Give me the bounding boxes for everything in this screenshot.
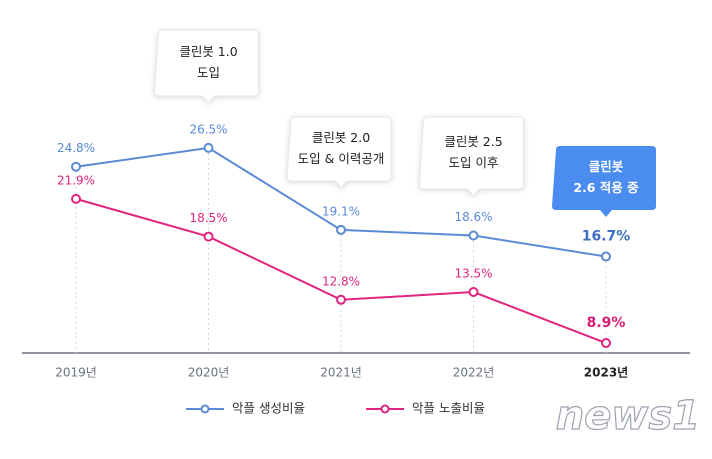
callout: 클린봇 2.5 도입 이후 (418, 116, 524, 197)
legend-label: 악플 노출비율 (412, 401, 485, 416)
callout-text: 클린봇 2.5 (444, 134, 502, 149)
data-label: 18.6% (454, 210, 492, 224)
callout-box (153, 29, 259, 104)
data-point (203, 142, 214, 153)
x-tick-label: 2020년 (188, 366, 230, 380)
data-label: 19.1% (322, 204, 360, 218)
callout-text: 도입 (197, 65, 220, 80)
data-point (468, 287, 479, 298)
callout-box (286, 116, 392, 189)
data-label: 8.9% (587, 315, 626, 331)
callout-box (418, 116, 524, 197)
x-tick-label: 2019년 (55, 366, 97, 380)
x-tick-label: 2023년 (584, 366, 628, 380)
callout-text: 도입 & 이력공개 (298, 151, 385, 166)
legend-marker (380, 404, 390, 414)
callout-text: 클린봇 1.0 (179, 44, 237, 59)
data-label: 21.9% (57, 173, 95, 187)
data-label: 13.5% (454, 267, 492, 281)
callout: 클린봇 2.6 적용 중 (552, 146, 656, 217)
data-label: 24.8% (57, 141, 95, 155)
x-tick-label: 2022년 (453, 366, 495, 380)
data-point (203, 231, 214, 242)
callout-text: 도입 이후 (449, 155, 499, 170)
data-label: 18.5% (189, 211, 227, 225)
legend-label: 악플 생성비율 (232, 401, 305, 416)
x-tick-label: 2021년 (320, 366, 362, 380)
callout-text: 클린봇 2.0 (312, 130, 370, 145)
data-point (336, 224, 346, 235)
callout: 클린봇 1.0 도입 (153, 29, 259, 104)
data-point (336, 294, 346, 305)
callout-text: 클린봇 (589, 159, 624, 174)
callout-box (552, 146, 656, 217)
data-point (71, 193, 81, 204)
data-label: 16.7% (582, 229, 631, 245)
data-point (601, 251, 611, 262)
legend-marker (200, 404, 210, 414)
data-point (601, 338, 611, 349)
callout-text: 2.6 적용 중 (573, 180, 639, 195)
data-point (71, 161, 81, 172)
data-label: 12.8% (322, 274, 360, 288)
data-label: 26.5% (189, 122, 227, 136)
data-point (468, 230, 479, 241)
watermark: news1 (556, 393, 700, 439)
callout: 클린봇 2.0 도입 & 이력공개 (286, 116, 392, 189)
